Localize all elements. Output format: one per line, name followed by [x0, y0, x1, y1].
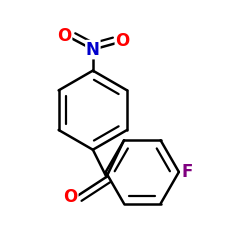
Text: O: O — [116, 32, 130, 50]
Text: O: O — [64, 188, 78, 206]
Text: N: N — [86, 40, 100, 58]
Text: O: O — [57, 27, 71, 45]
Text: F: F — [181, 163, 192, 181]
